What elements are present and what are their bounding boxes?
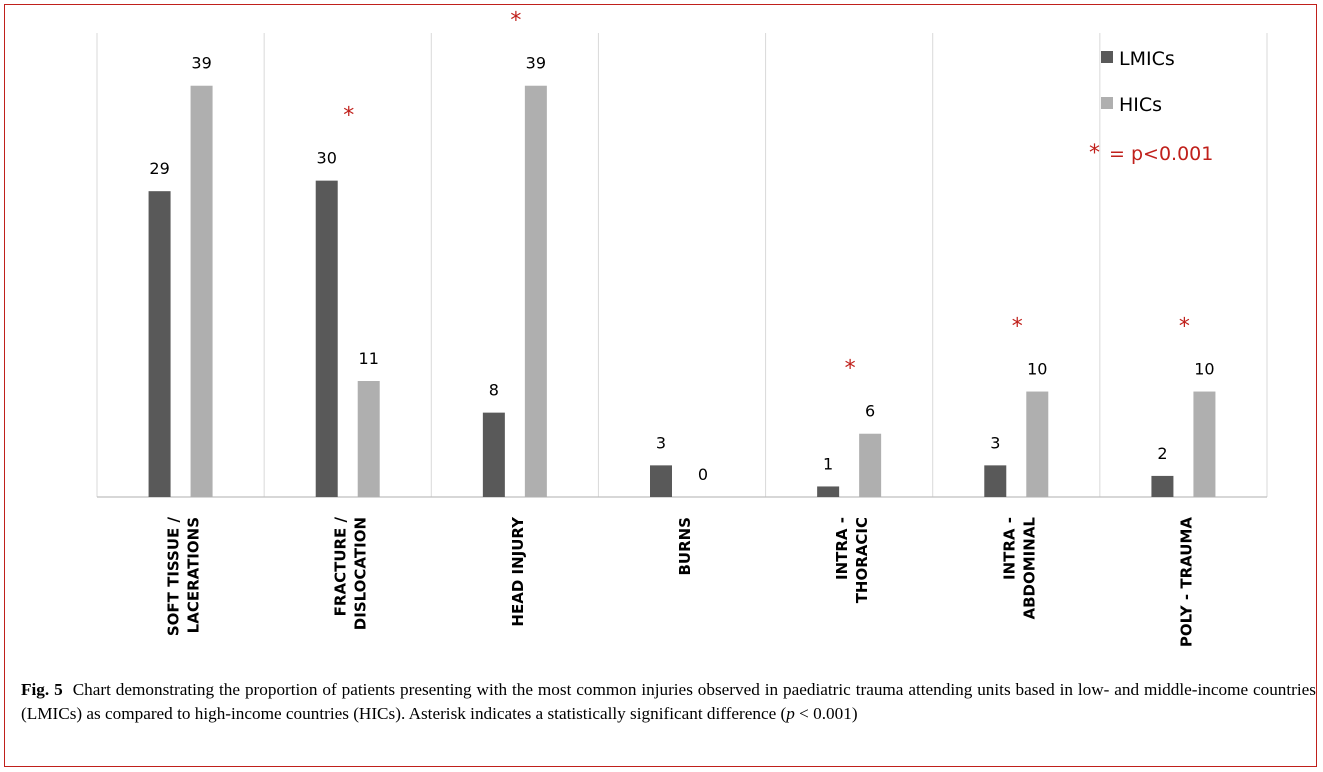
bar-hics [357, 381, 380, 497]
significance-star: * [343, 104, 354, 129]
bar-hics [524, 85, 547, 498]
significance-star: * [1012, 315, 1023, 340]
tick-label: INTRA - THORACIC [833, 517, 871, 603]
bar-lmics [482, 412, 505, 497]
data-label: 3 [656, 433, 666, 452]
caption-label: Fig. 5 [21, 680, 63, 699]
tick-label-line: LACERATIONS [185, 517, 203, 633]
caption-text-2: < 0.001) [794, 704, 858, 723]
tick-label-line: INTRA - [833, 517, 851, 580]
legend-label-hics: HICs [1119, 94, 1162, 116]
legend-significance-text: = p<0.001 [1109, 143, 1213, 165]
tick-label-line: INTRA - [1000, 517, 1018, 580]
data-label: 10 [1194, 360, 1214, 379]
tick-label-line: THORACIC [853, 517, 871, 603]
figure-caption: Fig. 5 Chart demonstrating the proportion… [21, 678, 1316, 726]
significance-star: * [510, 9, 521, 34]
caption-text-1: Chart demonstrating the proportion of pa… [21, 680, 1316, 723]
data-label: 29 [149, 159, 169, 178]
tick-label: HEAD INJURY [509, 516, 527, 627]
data-label: 39 [191, 54, 211, 73]
bar-lmics [817, 486, 840, 497]
tick-label-line: SOFT TISSUE / [165, 516, 183, 636]
data-label: 6 [865, 402, 875, 421]
legend-swatch-hics [1101, 97, 1113, 109]
bar-hics [1026, 391, 1049, 497]
significance-star: * [845, 357, 856, 382]
tick-label: INTRA - ABDOMINAL [1000, 517, 1038, 620]
tick-label-line: HEAD INJURY [509, 516, 527, 627]
legend-label-lmics: LMICs [1119, 48, 1175, 70]
bar-lmics [148, 191, 171, 497]
bar-hics [1193, 391, 1216, 497]
bar-lmics [984, 465, 1007, 497]
tick-label-line: BURNS [676, 517, 694, 576]
caption-p-symbol: p [786, 704, 795, 723]
tick-label-line: POLY - TRAUMA [1177, 517, 1195, 648]
legend-swatch-lmics [1101, 51, 1113, 63]
data-label: 11 [359, 349, 379, 368]
figure-frame: 29 39 SOFT TISSUE / LACERATIONS 30 11 * FRACTUR… [4, 4, 1317, 767]
tick-label-line: FRACTURE / [332, 516, 350, 616]
tick-label-line: ABDOMINAL [1020, 517, 1038, 620]
data-label: 0 [698, 465, 708, 484]
data-label: 2 [1157, 444, 1167, 463]
data-label: 1 [823, 454, 833, 473]
bar-hics [859, 433, 882, 497]
data-label: 8 [489, 381, 499, 400]
legend-star: * [1089, 141, 1100, 166]
tick-label: FRACTURE / DISLOCATION [332, 516, 370, 630]
data-label: 3 [990, 433, 1000, 452]
data-label: 30 [317, 149, 337, 168]
bar-lmics [1151, 475, 1174, 497]
bar-lmics [650, 465, 672, 497]
bar-hics [190, 85, 213, 498]
tick-label: BURNS [676, 517, 694, 576]
data-label: 10 [1027, 360, 1047, 379]
tick-label: SOFT TISSUE / LACERATIONS [165, 516, 203, 636]
tick-label: POLY - TRAUMA [1177, 517, 1195, 648]
bar-lmics [315, 180, 338, 498]
data-label: 39 [526, 54, 546, 73]
tick-label-line: DISLOCATION [352, 517, 370, 630]
significance-star: * [1179, 315, 1190, 340]
